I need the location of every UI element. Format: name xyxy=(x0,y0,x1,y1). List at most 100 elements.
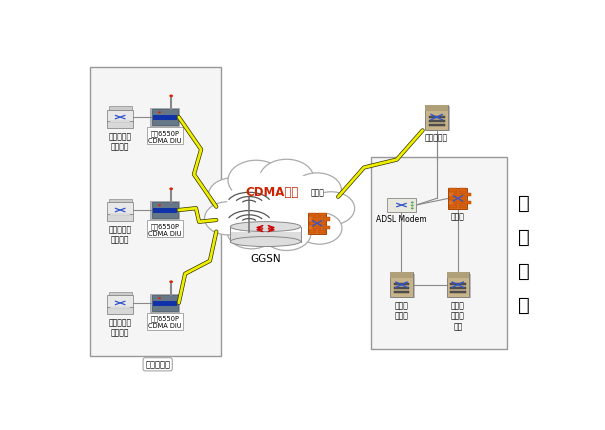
Circle shape xyxy=(227,215,276,249)
Bar xyxy=(322,226,330,229)
Bar xyxy=(107,307,133,314)
Bar xyxy=(394,292,410,294)
Bar xyxy=(108,292,132,296)
Bar xyxy=(394,288,410,290)
Bar xyxy=(318,222,325,225)
Bar xyxy=(450,197,457,200)
Bar xyxy=(90,68,221,356)
Text: 前端采集点: 前端采集点 xyxy=(145,360,170,369)
Bar xyxy=(152,203,178,218)
Bar xyxy=(107,122,133,129)
Circle shape xyxy=(169,95,173,98)
Circle shape xyxy=(262,216,311,251)
Bar xyxy=(463,193,471,196)
Text: CDMA网络: CDMA网络 xyxy=(246,186,299,199)
Circle shape xyxy=(411,205,414,207)
Bar xyxy=(110,122,131,123)
Circle shape xyxy=(158,112,161,114)
Bar xyxy=(313,226,321,229)
Circle shape xyxy=(158,205,161,207)
Circle shape xyxy=(223,167,331,244)
Bar xyxy=(390,273,413,279)
Bar xyxy=(322,218,330,221)
Text: GGSN: GGSN xyxy=(250,254,281,264)
Circle shape xyxy=(204,202,252,235)
Text: 配变负荷综
合监测仪: 配变负荷综 合监测仪 xyxy=(109,132,132,151)
Bar xyxy=(429,117,445,119)
Text: 才茪6550P
CDMA DIU: 才茪6550P CDMA DIU xyxy=(148,222,182,236)
Bar xyxy=(108,200,132,203)
Bar xyxy=(429,120,445,123)
Bar xyxy=(463,201,471,204)
Bar xyxy=(392,274,414,299)
Bar xyxy=(318,230,325,233)
Bar xyxy=(150,201,180,220)
Bar xyxy=(387,199,416,212)
Bar xyxy=(459,189,466,192)
Text: ADSL Modem: ADSL Modem xyxy=(376,215,427,224)
Circle shape xyxy=(169,188,173,190)
Bar xyxy=(450,206,457,209)
Bar xyxy=(107,215,133,221)
Bar xyxy=(150,294,180,313)
Bar xyxy=(110,307,131,308)
Circle shape xyxy=(308,192,355,225)
Bar xyxy=(309,230,316,233)
Text: 才茪6550P
CDMA DIU: 才茪6550P CDMA DIU xyxy=(148,130,182,143)
Bar xyxy=(150,108,180,127)
Bar xyxy=(425,105,448,130)
Bar xyxy=(388,200,417,213)
Bar xyxy=(446,273,469,298)
Bar xyxy=(107,296,133,307)
Circle shape xyxy=(411,208,414,210)
Circle shape xyxy=(208,178,257,213)
Bar xyxy=(448,189,467,209)
Circle shape xyxy=(228,161,284,200)
Bar xyxy=(152,110,178,126)
Bar xyxy=(318,214,325,217)
Text: 监控中
心操作
平台: 监控中 心操作 平台 xyxy=(451,301,465,331)
Bar xyxy=(108,107,132,110)
Text: 才茪6550P
CDMA DIU: 才茪6550P CDMA DIU xyxy=(148,315,182,329)
Circle shape xyxy=(227,172,328,243)
Circle shape xyxy=(260,160,314,198)
Bar xyxy=(107,203,133,215)
Bar xyxy=(394,283,410,286)
Bar xyxy=(459,197,466,200)
Bar xyxy=(309,222,316,225)
Text: 防火墙: 防火墙 xyxy=(451,212,465,221)
Circle shape xyxy=(293,173,341,208)
Circle shape xyxy=(297,213,342,245)
Text: 配变负荷综
合监测仪: 配变负荷综 合监测仪 xyxy=(109,317,132,337)
Bar xyxy=(450,292,466,294)
Circle shape xyxy=(169,281,173,283)
Bar xyxy=(390,273,413,298)
Bar xyxy=(450,189,457,192)
Text: 代理服务器: 代理服务器 xyxy=(425,134,448,142)
Circle shape xyxy=(158,298,161,299)
Bar xyxy=(454,193,462,196)
Ellipse shape xyxy=(231,222,301,232)
Text: 数据库
服务器: 数据库 服务器 xyxy=(394,301,408,320)
Bar xyxy=(446,273,469,279)
Bar xyxy=(152,295,178,311)
Bar xyxy=(231,232,301,242)
Bar xyxy=(450,283,466,286)
Text: 防火墙: 防火墙 xyxy=(311,188,325,197)
Bar xyxy=(448,274,471,299)
Bar xyxy=(152,115,177,121)
Bar xyxy=(107,110,133,122)
Text: 监
控
中
心: 监 控 中 心 xyxy=(517,193,529,314)
Bar xyxy=(309,214,316,217)
Bar xyxy=(454,201,462,204)
Bar xyxy=(152,208,177,214)
Bar xyxy=(313,218,321,221)
Text: 配变负荷综
合监测仪: 配变负荷综 合监测仪 xyxy=(109,224,132,244)
Bar xyxy=(427,107,450,132)
Bar xyxy=(371,157,507,350)
Bar xyxy=(429,124,445,126)
Bar xyxy=(450,288,466,290)
Bar xyxy=(459,206,466,209)
Bar xyxy=(425,105,448,112)
Bar xyxy=(152,301,177,307)
